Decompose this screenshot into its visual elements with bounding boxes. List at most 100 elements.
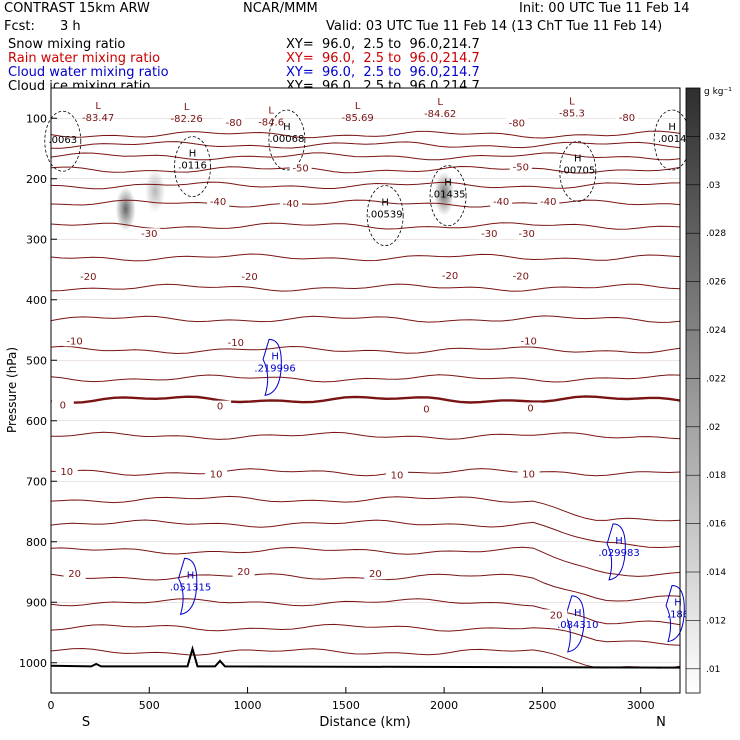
- contour-label-bg: [478, 228, 501, 240]
- high-value: .01435: [431, 190, 466, 201]
- temperature-contour: [50, 468, 681, 477]
- contour-label-bg: [55, 465, 78, 477]
- colorbar-tick-label: .014: [706, 568, 726, 578]
- contour-label-bg: [224, 337, 247, 349]
- high-marker: H: [271, 351, 279, 362]
- high-marker: H: [187, 570, 195, 581]
- colorbar-tick-label: .022: [706, 374, 726, 384]
- contour-label: -80: [226, 118, 242, 129]
- cloud-water-contour: [178, 557, 198, 615]
- contour-label-bg: [545, 609, 568, 621]
- contour-label-bg: [415, 403, 438, 415]
- colorbar-tick-label: .024: [706, 326, 726, 336]
- y-tick-label: 900: [26, 596, 47, 609]
- init-time: Init: 00 UTC Tue 11 Feb 14: [519, 1, 690, 16]
- high-value: .186: [667, 610, 689, 621]
- terrain-line: [50, 645, 681, 669]
- y-tick-label: 700: [26, 475, 47, 488]
- contour-label: -20: [241, 272, 257, 283]
- contour-label: -40: [283, 199, 299, 210]
- contour-label: -20: [442, 271, 458, 282]
- temperature-contour: [50, 130, 681, 139]
- contour-label-bg: [490, 196, 513, 208]
- legend-cloud-water-xy: XY= 96.0, 2.5 to 96.0,214.7: [286, 65, 480, 80]
- temperature-contour: [50, 374, 681, 383]
- high-value: .219996: [254, 363, 295, 374]
- colorbar: [685, 87, 701, 694]
- contour-label: 0: [423, 405, 429, 416]
- contour-label-bg: [289, 162, 312, 174]
- snow-shading: [115, 187, 136, 231]
- contour-label-bg: [509, 161, 532, 173]
- contour-label-bg: [385, 469, 408, 481]
- contour-label: -20: [513, 272, 529, 283]
- temperature-contour: [50, 495, 681, 522]
- low-marker: L: [569, 97, 575, 108]
- contour-label: -40: [540, 197, 556, 208]
- contour-label-bg: [207, 196, 230, 208]
- contour-label-bg: [238, 271, 261, 283]
- contour-label: -30: [141, 229, 157, 240]
- contour-label-bg: [537, 196, 560, 208]
- cloud-ice-contour: [429, 165, 467, 227]
- temperature-contour: [50, 546, 681, 577]
- colorbar-tick-label: .02: [706, 423, 720, 433]
- contour-label: -30: [519, 229, 535, 240]
- high-marker: H: [674, 598, 682, 609]
- contour-label: -50: [292, 163, 308, 174]
- contour-label: 10: [522, 469, 535, 480]
- legend-snow-xy: XY= 96.0, 2.5 to 96.0,214.7: [286, 37, 480, 52]
- contour-label: 0: [217, 402, 223, 413]
- temperature-contour: [50, 152, 681, 161]
- high-marker: H: [283, 122, 291, 133]
- temperature-contour: [50, 647, 681, 669]
- legend-rain: Rain water mixing ratio: [8, 51, 161, 66]
- temperature-contour: [50, 181, 681, 190]
- y-tick-label: 800: [26, 536, 47, 549]
- contour-label: 20: [237, 567, 250, 578]
- high-value: .084310: [557, 620, 598, 631]
- contour-label: -40: [210, 197, 226, 208]
- y-tick-label: 600: [26, 415, 47, 428]
- legend-cloud-water: Cloud water mixing ratio: [8, 65, 169, 80]
- x-end-label-north: N: [656, 715, 666, 730]
- cloud-water-contour: [665, 585, 685, 643]
- temperature-contour: [50, 345, 681, 355]
- low-marker: L: [268, 106, 274, 117]
- high-marker: H: [668, 122, 676, 133]
- colorbar-tick-label: .03: [706, 181, 720, 191]
- contour-label-bg: [63, 335, 86, 347]
- y-axis-label: Pressure (hPa): [5, 347, 19, 433]
- temperature-contour: [50, 253, 681, 262]
- contour-label-bg: [138, 228, 161, 240]
- y-tick-label: 400: [26, 294, 47, 307]
- contour-label: -30: [481, 229, 497, 240]
- cloud-ice-contour: [174, 136, 211, 198]
- cloud-ice-contour: [268, 109, 306, 171]
- colorbar-tick-label: .026: [706, 278, 726, 288]
- colorbar-tick-label: .012: [706, 616, 726, 626]
- high-marker: H: [444, 178, 452, 189]
- temperature-contour: [50, 431, 681, 440]
- snow-shading: [145, 168, 166, 213]
- high-value: .051315: [170, 582, 211, 593]
- model-title: CONTRAST 15km ARW: [4, 1, 150, 16]
- low-value: -85.69: [342, 113, 374, 124]
- y-tick-label: 500: [26, 354, 47, 367]
- x-axis-label: Distance (km): [319, 715, 410, 730]
- low-marker: L: [95, 101, 101, 112]
- low-marker: L: [355, 101, 361, 112]
- high-marker: H: [381, 198, 389, 209]
- high-value: .0014: [658, 134, 687, 145]
- x-tick-label: 2500: [528, 699, 556, 712]
- contour-label-bg: [279, 197, 302, 209]
- contour-label-bg: [232, 565, 255, 577]
- contour-label-bg: [205, 468, 228, 480]
- cloud-water-contour: [606, 523, 626, 581]
- contour-label-bg: [209, 400, 232, 412]
- contour-label-bg: [77, 271, 100, 283]
- temperature-contour: [50, 283, 681, 292]
- legend-rain-xy: XY= 96.0, 2.5 to 96.0,214.7: [286, 51, 480, 66]
- colorbar-tick-label: .032: [706, 132, 726, 142]
